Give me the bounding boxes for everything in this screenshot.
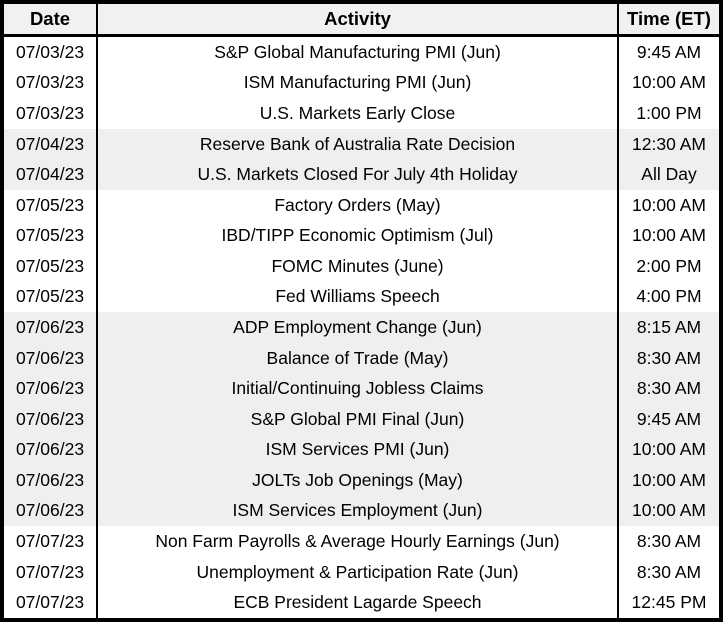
time-cell: All Day bbox=[617, 159, 719, 190]
time-cell: 10:00 AM bbox=[617, 189, 719, 221]
date-column-header: Date bbox=[4, 4, 98, 34]
activity-cell: Unemployment & Participation Rate (Jun) bbox=[196, 561, 519, 582]
date-cell: 07/06/23 bbox=[4, 342, 98, 374]
table-row: 07/06/23 ISM Services PMI (Jun) 10:00 AM bbox=[4, 434, 719, 466]
table-row: 07/03/23 S&P Global Manufacturing PMI (J… bbox=[4, 37, 719, 68]
time-cell: 8:30 AM bbox=[617, 342, 719, 374]
table-row: 07/06/23 JOLTs Job Openings (May) 10:00 … bbox=[4, 465, 719, 496]
activity-cell: ECB President Lagarde Speech bbox=[233, 592, 482, 613]
table-row: 07/04/23 U.S. Markets Closed For July 4t… bbox=[4, 159, 719, 190]
activity-cell: Factory Orders (May) bbox=[274, 194, 441, 215]
table-row: 07/03/23 ISM Manufacturing PMI (Jun) 10:… bbox=[4, 67, 719, 99]
table-row: 07/06/23 S&P Global PMI Final (Jun) 9:45… bbox=[4, 403, 719, 435]
time-cell: 8:30 AM bbox=[617, 526, 719, 557]
table-row: 07/07/23 ECB President Lagarde Speech 12… bbox=[4, 587, 719, 618]
activity-cell: Balance of Trade (May) bbox=[266, 347, 449, 368]
time-cell: 2:00 PM bbox=[617, 251, 719, 282]
time-cell: 12:45 PM bbox=[617, 587, 719, 618]
date-cell: 07/04/23 bbox=[4, 128, 98, 160]
date-cell: 07/07/23 bbox=[4, 526, 98, 557]
activity-cell: Fed Williams Speech bbox=[275, 286, 440, 307]
date-cell: 07/04/23 bbox=[4, 159, 98, 190]
activity-cell: Initial/Continuing Jobless Claims bbox=[231, 378, 484, 399]
activity-cell: U.S. Markets Closed For July 4th Holiday bbox=[197, 164, 518, 185]
activity-cell: Non Farm Payrolls & Average Hourly Earni… bbox=[155, 531, 560, 552]
table-row: 07/06/23 ISM Services Employment (Jun) 1… bbox=[4, 495, 719, 527]
time-cell: 4:00 PM bbox=[617, 281, 719, 313]
date-cell: 07/06/23 bbox=[4, 312, 98, 343]
activity-cell: S&P Global PMI Final (Jun) bbox=[250, 408, 465, 429]
date-cell: 07/03/23 bbox=[4, 98, 98, 129]
date-cell: 07/06/23 bbox=[4, 373, 98, 404]
table-row: 07/05/23 Factory Orders (May) 10:00 AM bbox=[4, 189, 719, 221]
table-row: 07/03/23 U.S. Markets Early Close 1:00 P… bbox=[4, 98, 719, 129]
date-cell: 07/06/23 bbox=[4, 403, 98, 435]
date-cell: 07/06/23 bbox=[4, 465, 98, 496]
activity-cell: ISM Services Employment (Jun) bbox=[232, 500, 483, 521]
time-cell: 10:00 AM bbox=[617, 465, 719, 496]
time-cell: 8:30 AM bbox=[617, 556, 719, 588]
date-cell: 07/06/23 bbox=[4, 495, 98, 527]
time-cell: 9:45 AM bbox=[617, 37, 719, 68]
activity-cell: U.S. Markets Early Close bbox=[259, 102, 456, 123]
activity-cell: ISM Services PMI (Jun) bbox=[265, 439, 450, 460]
time-cell: 1:00 PM bbox=[617, 98, 719, 129]
table-body: 07/03/23 S&P Global Manufacturing PMI (J… bbox=[4, 37, 719, 618]
date-cell: 07/03/23 bbox=[4, 67, 98, 99]
date-cell: 07/05/23 bbox=[4, 189, 98, 221]
activity-cell: IBD/TIPP Economic Optimism (Jul) bbox=[221, 225, 494, 246]
time-cell: 8:15 AM bbox=[617, 312, 719, 343]
date-cell: 07/07/23 bbox=[4, 587, 98, 618]
date-cell: 07/05/23 bbox=[4, 281, 98, 313]
time-cell: 12:30 AM bbox=[617, 128, 719, 160]
date-cell: 07/05/23 bbox=[4, 251, 98, 282]
table-row: 07/05/23 Fed Williams Speech 4:00 PM bbox=[4, 281, 719, 313]
date-cell: 07/06/23 bbox=[4, 434, 98, 466]
time-column-header: Time (ET) bbox=[617, 4, 719, 34]
table-row: 07/06/23 ADP Employment Change (Jun) 8:1… bbox=[4, 312, 719, 343]
table-header-row: Date Activity Time (ET) bbox=[4, 4, 719, 37]
activity-cell: S&P Global Manufacturing PMI (Jun) bbox=[214, 41, 501, 62]
activity-cell: Reserve Bank of Australia Rate Decision bbox=[199, 133, 516, 154]
table-row: 07/04/23 Reserve Bank of Australia Rate … bbox=[4, 128, 719, 160]
activity-column-header: Activity bbox=[324, 8, 391, 29]
table-row: 07/06/23 Initial/Continuing Jobless Clai… bbox=[4, 373, 719, 404]
time-cell: 10:00 AM bbox=[617, 434, 719, 466]
date-cell: 07/07/23 bbox=[4, 556, 98, 588]
activity-cell: ADP Employment Change (Jun) bbox=[233, 316, 482, 337]
table-row: 07/05/23 FOMC Minutes (June) 2:00 PM bbox=[4, 251, 719, 282]
date-cell: 07/05/23 bbox=[4, 220, 98, 252]
time-cell: 10:00 AM bbox=[617, 67, 719, 99]
time-cell: 8:30 AM bbox=[617, 373, 719, 404]
time-cell: 9:45 AM bbox=[617, 403, 719, 435]
activity-cell: JOLTs Job Openings (May) bbox=[252, 469, 463, 490]
time-cell: 10:00 AM bbox=[617, 495, 719, 527]
activity-cell: ISM Manufacturing PMI (Jun) bbox=[243, 72, 472, 93]
time-cell: 10:00 AM bbox=[617, 220, 719, 252]
date-cell: 07/03/23 bbox=[4, 37, 98, 68]
table-row: 07/05/23 IBD/TIPP Economic Optimism (Jul… bbox=[4, 220, 719, 252]
table-row: 07/07/23 Unemployment & Participation Ra… bbox=[4, 556, 719, 588]
table-row: 07/06/23 Balance of Trade (May) 8:30 AM bbox=[4, 342, 719, 374]
activity-cell: FOMC Minutes (June) bbox=[271, 255, 444, 276]
table-row: 07/07/23 Non Farm Payrolls & Average Hou… bbox=[4, 526, 719, 557]
